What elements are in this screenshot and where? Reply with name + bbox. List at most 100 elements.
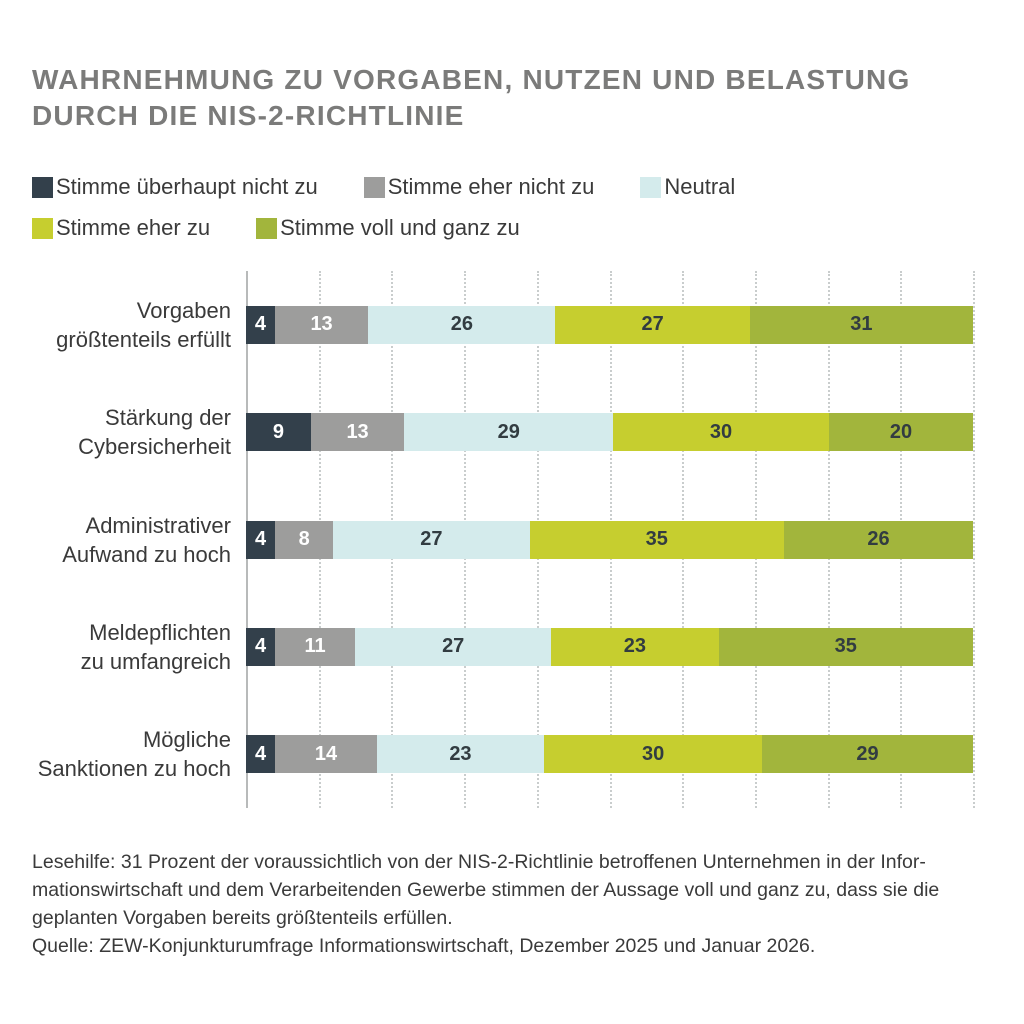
segment-value: 35 xyxy=(834,635,857,658)
segment-value: 27 xyxy=(420,528,443,551)
legend-swatch-icon xyxy=(363,176,385,198)
legend-label: Neutral xyxy=(664,174,736,199)
category-label-line: Administrativer xyxy=(85,512,231,538)
legend-swatch-icon xyxy=(256,217,278,239)
stacked-bar: 4 14 23 30 29 xyxy=(246,735,973,774)
bar-segment: 14 xyxy=(275,735,377,774)
legend-item: Stimme eher nicht zu xyxy=(363,174,595,200)
category-label: Vorgaben größtenteils erfüllt xyxy=(32,296,246,354)
bar-segment: 20 xyxy=(829,413,973,452)
bar-segment: 4 xyxy=(246,305,275,344)
bar-segment: 13 xyxy=(310,413,405,452)
segment-value: 27 xyxy=(641,313,664,336)
segment-value: 9 xyxy=(272,420,284,443)
bar-segment: 31 xyxy=(749,305,973,344)
bar-row: Vorgaben größtenteils erfüllt 4 13 26 27 31 xyxy=(32,271,992,378)
stacked-bar: 4 8 27 35 26 xyxy=(246,520,973,559)
bar-segment: 23 xyxy=(551,627,719,666)
bar-segment: 27 xyxy=(555,305,750,344)
category-label-line: Stärkung der xyxy=(105,405,231,431)
bar-segment: 35 xyxy=(529,520,784,559)
category-label: Mögliche Sanktionen zu hoch xyxy=(32,725,246,783)
segment-value: 13 xyxy=(310,313,333,336)
legend-swatch-icon xyxy=(640,176,662,198)
category-label-line: Meldepflichten xyxy=(89,619,231,645)
chart-title: WAHRNEHMUNG ZU VORGABEN, NUTZEN UND BELA… xyxy=(0,0,1024,134)
segment-value: 13 xyxy=(346,420,369,443)
legend-label: Stimme voll und ganz zu xyxy=(280,215,520,240)
category-label-line: Sanktionen zu hoch xyxy=(37,756,231,782)
legend-item: Neutral xyxy=(640,174,735,200)
segment-value: 30 xyxy=(641,742,665,765)
category-label-line: größtenteils erfüllt xyxy=(56,326,231,352)
source-text: Quelle: ZEW-Konjunkturumfrage Informatio… xyxy=(32,935,816,957)
bar-segment: 27 xyxy=(355,627,552,666)
category-label: Meldepflichten zu umfangreich xyxy=(32,618,246,676)
segment-value: 31 xyxy=(850,313,873,336)
reading-aid-line: Lesehilfe: 31 Prozent der voraussichtlic… xyxy=(32,851,926,873)
segment-value: 30 xyxy=(709,420,733,443)
category-label-line: Mögliche xyxy=(142,727,231,753)
category-label-line: Vorgaben xyxy=(136,297,231,323)
segment-value: 4 xyxy=(254,635,267,658)
category-label-line: Cybersicherheit xyxy=(78,434,231,460)
legend-item: Stimme eher zu xyxy=(32,215,210,241)
stacked-bar: 4 11 27 23 35 xyxy=(246,627,973,666)
stacked-bar: 4 13 26 27 31 xyxy=(246,305,973,344)
chart-title-line1: WAHRNEHMUNG ZU VORGABEN, NUTZEN UND BELA… xyxy=(32,64,911,95)
chart-title-line2: DURCH DIE NIS-2-RICHTLINIE xyxy=(32,100,465,131)
reading-aid-line: mationswirtschaft und dem Verarbeitenden… xyxy=(32,879,940,901)
legend-label: Stimme eher zu xyxy=(56,215,211,240)
bar-segment: 27 xyxy=(333,520,530,559)
gridline xyxy=(973,271,975,808)
legend-label: Stimme überhaupt nicht zu xyxy=(56,174,318,199)
legend-row: Stimme eher zu Stimme voll und ganz zu xyxy=(32,215,992,241)
segment-value: 11 xyxy=(304,635,326,658)
category-label: Administrativer Aufwand zu hoch xyxy=(32,511,246,569)
segment-value: 29 xyxy=(497,420,520,443)
bar-segment: 4 xyxy=(246,735,276,774)
segment-value: 4 xyxy=(254,528,267,551)
category-label-line: zu umfangreich xyxy=(80,648,231,674)
stacked-bar: 9 13 29 30 20 xyxy=(246,413,973,452)
segment-value: 8 xyxy=(298,528,310,551)
legend: Stimme überhaupt nicht zu Stimme eher nic… xyxy=(32,174,992,241)
segment-value: 29 xyxy=(856,742,879,765)
segment-value: 14 xyxy=(314,742,338,765)
legend-row: Stimme überhaupt nicht zu Stimme eher nic… xyxy=(32,174,992,200)
reading-aid-line: geplanten Vorgaben bereits größtenteils … xyxy=(32,907,453,929)
category-label-line: Aufwand zu hoch xyxy=(62,541,231,567)
bar-row: Meldepflichten zu umfangreich 4 11 27 23 35 xyxy=(32,593,992,700)
bar-segment: 30 xyxy=(544,735,763,774)
bar-segment: 4 xyxy=(246,520,276,559)
bar-row: Administrativer Aufwand zu hoch 4 8 27 35 26 xyxy=(32,486,992,593)
bar-segment: 29 xyxy=(404,413,614,452)
bar-segment: 4 xyxy=(246,627,276,666)
bar-segment: 30 xyxy=(613,413,830,452)
segment-value: 26 xyxy=(450,313,474,336)
legend-label: Stimme eher nicht zu xyxy=(387,174,595,199)
bar-segment: 23 xyxy=(376,735,545,774)
legend-swatch-icon xyxy=(32,217,53,239)
bar-segment: 8 xyxy=(275,520,334,559)
segment-value: 26 xyxy=(867,528,890,551)
bar-row: Mögliche Sanktionen zu hoch 4 14 23 30 29 xyxy=(32,701,992,808)
bar-segment: 26 xyxy=(783,520,973,559)
bar-row: Stärkung der Cybersicherheit 9 13 29 30 20 xyxy=(32,378,992,485)
bar-segment: 13 xyxy=(274,305,369,344)
category-label: Stärkung der Cybersicherheit xyxy=(32,403,246,461)
bar-segment: 26 xyxy=(368,305,556,344)
stacked-bar-chart: Vorgaben größtenteils erfüllt 4 13 26 27 31 Stä… xyxy=(32,271,992,808)
legend-swatch-icon xyxy=(32,176,53,198)
segment-value: 4 xyxy=(254,313,266,336)
legend-item: Stimme überhaupt nicht zu xyxy=(32,174,318,200)
segment-value: 23 xyxy=(623,635,647,658)
bar-segment: 35 xyxy=(718,627,973,666)
bar-segment: 29 xyxy=(762,735,973,774)
segment-value: 20 xyxy=(889,420,913,443)
segment-value: 35 xyxy=(645,528,668,551)
legend-item: Stimme voll und ganz zu xyxy=(256,215,520,241)
bar-rows: Vorgaben größtenteils erfüllt 4 13 26 27 31 Stä… xyxy=(32,271,992,808)
segment-value: 23 xyxy=(449,742,472,765)
